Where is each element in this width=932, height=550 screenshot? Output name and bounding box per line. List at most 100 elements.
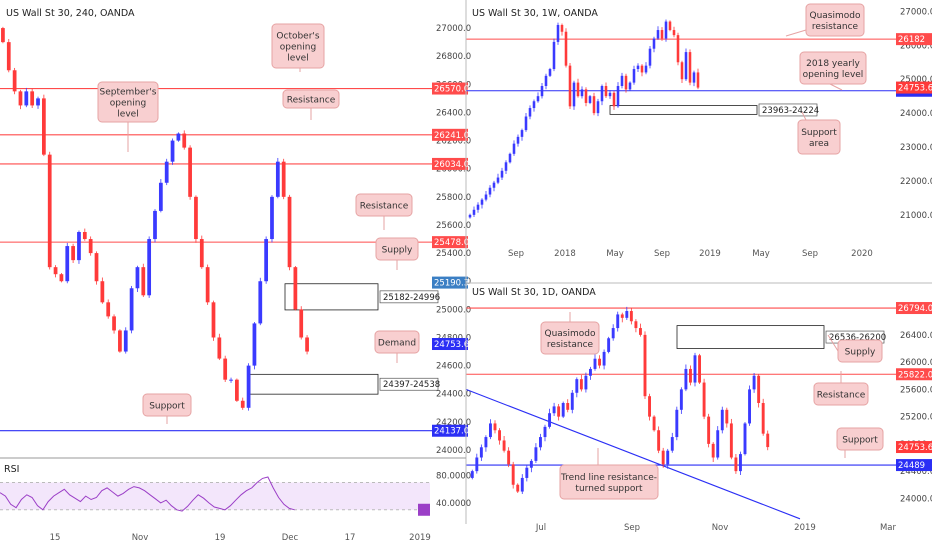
candle-body: [757, 375, 761, 403]
candle-body: [94, 253, 99, 282]
candle-body: [639, 328, 642, 335]
current-price-label: 24753.6: [434, 340, 469, 350]
callout-9: Support area: [797, 111, 841, 155]
price-level-tag: [432, 82, 468, 95]
candle-body: [548, 413, 551, 427]
candle-body: [566, 403, 570, 410]
price-level-tag: [896, 302, 932, 315]
candle-body: [588, 96, 592, 103]
zone-box: [284, 283, 379, 311]
candle-body: [620, 314, 624, 318]
callout-box: [540, 321, 600, 355]
rsi-tick-label: 80.0000: [436, 472, 471, 482]
time-tick-label: Nov: [132, 533, 149, 543]
candle-body: [511, 464, 515, 485]
callout-box: [836, 427, 884, 451]
time-tick-label: 17: [345, 533, 356, 543]
time-tick-label: Sep: [654, 249, 670, 259]
price-tick-label: 25600.0: [436, 221, 471, 231]
zone-label-box: [379, 377, 439, 391]
d1-price-axis[interactable]: 26400.026000.025600.025200.024800.024400…: [900, 331, 932, 505]
candle-body: [516, 484, 520, 492]
candle-body: [634, 321, 638, 329]
candle-body: [71, 246, 75, 261]
candle-body: [672, 30, 676, 36]
callout-text: Trend line resistance-turned support: [560, 473, 657, 494]
zone-label-box: [379, 290, 439, 304]
candle-body: [561, 403, 565, 417]
candle-body: [612, 92, 616, 107]
time-tick-label: May: [606, 249, 624, 259]
candle-body: [689, 368, 692, 383]
candle-body: [648, 48, 652, 66]
h4-chart-panel[interactable]: US Wall St 30, 240, OANDA 27000.0 26800.0…: [0, 0, 471, 458]
w1-price-axis[interactable]: 27000.0 26000.0 25000.0 24000.0 23000.0 22000…: [900, 7, 932, 220]
candle-body: [6, 42, 11, 71]
candle-body: [470, 471, 474, 478]
d1-candles: [470, 306, 770, 495]
candle-body: [725, 409, 729, 424]
callout-7: Quasimodo resistance: [785, 3, 865, 37]
callout-box: [837, 339, 883, 363]
price-tick-label: 24400.0: [900, 467, 932, 477]
candle-body: [540, 86, 544, 97]
candle-body: [644, 65, 648, 73]
rsi-panel[interactable]: RSI 80.0000 40.0000: [0, 458, 471, 524]
candle-body: [520, 130, 524, 137]
candle-body: [153, 210, 157, 240]
price-level-tag-label: 24489: [898, 461, 925, 471]
price-level-tag-label: 26570.0: [434, 85, 469, 95]
candle-body: [702, 382, 706, 417]
candle-body: [640, 65, 644, 73]
callout-6: Support: [142, 393, 192, 424]
candle-body: [77, 232, 81, 261]
callout-2: Resistance: [282, 89, 340, 120]
callout-box: [282, 89, 340, 109]
candle-body: [504, 162, 508, 171]
callout-text: Quasimodo resistance: [545, 329, 596, 350]
candle-body: [12, 70, 17, 92]
candle-body: [657, 430, 661, 451]
candle-body: [53, 267, 58, 275]
callout-text: Supply: [845, 348, 876, 358]
candle-body: [281, 161, 286, 197]
candle-body: [696, 72, 700, 88]
price-tick-label: 26400.0: [436, 108, 471, 118]
price-tick-label: 26800.0: [436, 52, 471, 62]
w1-chart-panel[interactable]: US Wall St 30, 1W, OANDA 27000.026000.02…: [466, 7, 932, 221]
callout-box: [375, 237, 419, 261]
d1-chart-panel[interactable]: US Wall St 30, 1D, OANDA 26400.0 26000.0 2…: [465, 287, 932, 520]
price-level-tag: [432, 157, 468, 170]
callout-box: [799, 51, 867, 85]
candle-body: [532, 101, 536, 109]
time-tick-label: 15: [50, 533, 61, 543]
price-tick-label: 26200.0: [436, 137, 471, 147]
time-tick-label: Sep: [508, 249, 524, 259]
zone-box: [609, 105, 758, 115]
candle-body: [580, 89, 584, 97]
candle-body: [600, 86, 604, 102]
candle-body: [576, 82, 580, 97]
candle-body: [305, 337, 309, 352]
candle-body: [229, 379, 233, 381]
candle-body: [628, 82, 632, 90]
candle-body: [632, 69, 636, 83]
candle-body: [205, 267, 210, 303]
callout-box: [805, 3, 865, 37]
callout-text: October's opening level: [276, 32, 319, 64]
candle-body: [680, 62, 684, 80]
current-price-label: 24753.6: [898, 443, 932, 453]
candle-body: [616, 86, 620, 107]
candle-body: [679, 389, 683, 410]
price-level-tag-label: 26794.0: [898, 304, 932, 314]
price-level-tag-label: 26241.0: [434, 131, 469, 141]
candle-body: [24, 91, 29, 106]
candle-body: [557, 406, 561, 417]
candle-body: [508, 153, 512, 163]
candle-body: [608, 92, 612, 97]
candle-body: [112, 316, 116, 331]
price-level-tag: [432, 128, 468, 141]
d1-chart-title: US Wall St 30, 1D, OANDA: [472, 287, 596, 298]
candle-body: [748, 389, 751, 424]
candle-body: [652, 38, 656, 49]
